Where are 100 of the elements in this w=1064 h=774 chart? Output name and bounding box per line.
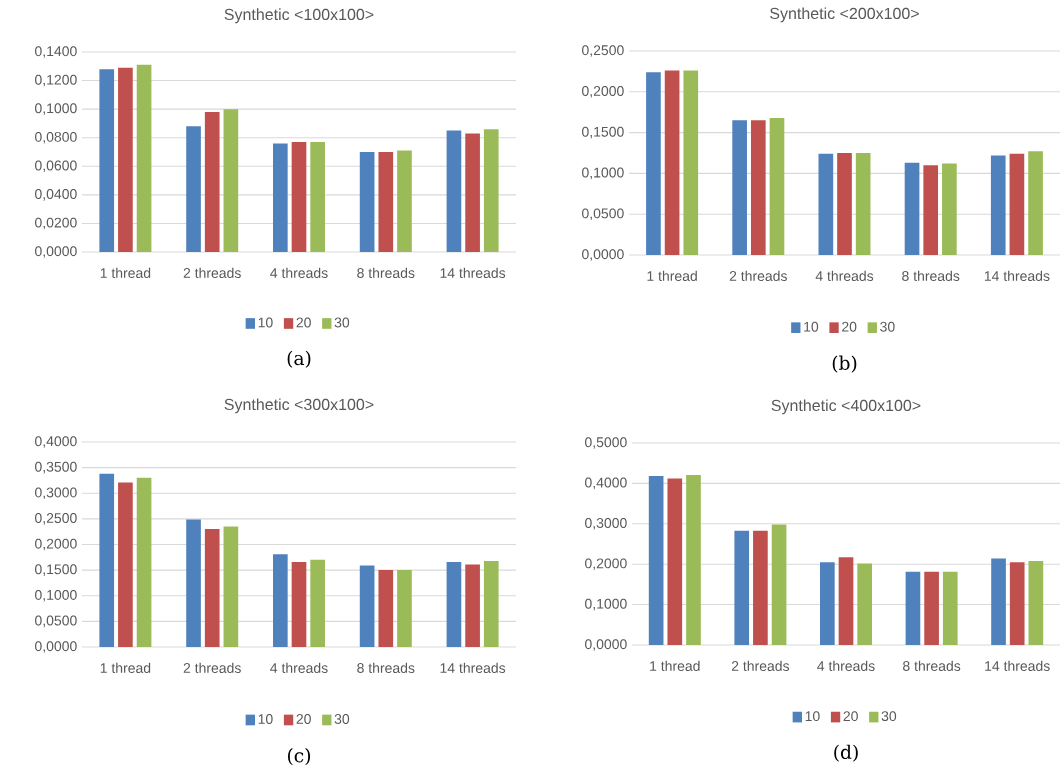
y-tick-label: 0,2000 xyxy=(585,558,627,570)
legend-label: 20 xyxy=(842,321,857,332)
bar xyxy=(118,482,133,647)
y-tick-label: 0,2500 xyxy=(35,513,77,525)
bar xyxy=(465,133,480,252)
y-tick-label: 0,5000 xyxy=(585,437,627,449)
chart-title: Synthetic <400x100> xyxy=(771,399,921,415)
bar xyxy=(664,70,680,255)
bar xyxy=(136,477,152,647)
bar xyxy=(273,554,288,647)
bar xyxy=(465,564,480,647)
bar xyxy=(359,565,375,647)
bar xyxy=(291,561,307,647)
bar xyxy=(378,151,394,252)
x-tick-label: 14 threads xyxy=(985,660,1050,672)
bar xyxy=(750,120,766,255)
legend-label: 10 xyxy=(258,714,273,725)
y-tick-label: 0,1000 xyxy=(35,589,77,602)
bar xyxy=(397,150,412,252)
y-tick-label: 0,2500 xyxy=(582,45,624,57)
y-tick-label: 0,1000 xyxy=(35,103,77,115)
y-tick-label: 0,1200 xyxy=(35,74,77,87)
bar xyxy=(923,165,939,255)
bar xyxy=(646,72,661,255)
bar xyxy=(771,524,787,645)
bar xyxy=(273,143,288,252)
bar xyxy=(223,109,239,252)
legend-label: 30 xyxy=(880,321,895,332)
bar xyxy=(686,474,701,645)
bar xyxy=(1009,153,1025,255)
bar xyxy=(990,155,1006,255)
bar xyxy=(186,126,201,252)
bar xyxy=(446,561,462,647)
x-tick-label: 4 threads xyxy=(270,267,328,279)
y-tick-label: 0,0500 xyxy=(582,208,624,220)
x-tick-label: 14 threads xyxy=(440,267,506,279)
y-tick-label: 0,0000 xyxy=(582,249,624,261)
x-tick-label: 4 threads xyxy=(270,662,328,674)
x-tick-label: 2 threads xyxy=(729,270,787,282)
x-tick-label: 2 threads xyxy=(183,267,241,279)
bar xyxy=(99,69,115,252)
bar xyxy=(378,570,394,647)
x-tick-label: 4 threads xyxy=(815,270,874,282)
legend-label: 10 xyxy=(804,321,819,332)
bar xyxy=(1009,562,1025,645)
y-tick-label: 0,0500 xyxy=(35,615,77,628)
bar xyxy=(359,151,375,252)
y-tick-label: 0,0000 xyxy=(35,246,77,258)
x-tick-label: 14 threads xyxy=(440,662,506,674)
bar xyxy=(118,67,133,252)
y-tick-label: 0,1500 xyxy=(582,126,624,139)
legend-label: 30 xyxy=(334,317,350,328)
legend-label: 20 xyxy=(296,714,311,725)
bar xyxy=(820,562,835,645)
chart-title: Synthetic <200x100> xyxy=(770,7,919,23)
bar xyxy=(734,530,750,645)
bar xyxy=(942,571,958,645)
bar xyxy=(855,152,871,255)
bar xyxy=(223,526,239,647)
x-tick-label: 8 threads xyxy=(903,660,961,672)
y-tick-label: 0,4000 xyxy=(35,436,77,448)
x-tick-label: 2 threads xyxy=(183,662,241,674)
bar xyxy=(483,129,499,252)
chart-title: Synthetic <100x100> xyxy=(224,8,374,24)
y-tick-label: 0,4000 xyxy=(585,477,627,490)
bar xyxy=(942,163,957,255)
bar xyxy=(683,70,699,255)
text: (c) xyxy=(287,748,311,766)
bar xyxy=(904,162,920,255)
x-tick-label: 1 thread xyxy=(650,660,700,672)
text: (d) xyxy=(834,744,858,762)
x-tick-label: 8 threads xyxy=(902,270,960,282)
bar xyxy=(1028,560,1044,645)
bar xyxy=(397,570,412,647)
x-tick-label: 1 thread xyxy=(100,662,151,674)
x-tick-label: 4 threads xyxy=(817,660,875,672)
bar xyxy=(818,153,834,255)
legend-label: 30 xyxy=(334,714,350,725)
y-tick-label: 0,1000 xyxy=(582,167,624,180)
bar xyxy=(991,558,1006,645)
y-tick-label: 0,1000 xyxy=(585,598,627,611)
y-tick-label: 0,3500 xyxy=(35,461,77,474)
bar xyxy=(204,529,220,647)
legend-label: 30 xyxy=(881,711,897,722)
bar xyxy=(905,571,921,645)
bar xyxy=(648,476,664,645)
y-tick-label: 0,0800 xyxy=(35,131,77,144)
bar xyxy=(99,473,115,647)
x-tick-label: 1 thread xyxy=(647,270,697,282)
bar xyxy=(837,152,852,255)
bar xyxy=(204,111,220,252)
legend-label: 20 xyxy=(843,711,858,722)
bar xyxy=(483,560,499,647)
y-tick-label: 0,0200 xyxy=(35,217,77,230)
y-tick-label: 0,1400 xyxy=(35,46,77,58)
y-tick-label: 0,1500 xyxy=(35,564,77,576)
x-tick-label: 1 thread xyxy=(100,267,151,279)
bar xyxy=(753,530,768,645)
bar xyxy=(769,117,785,255)
x-tick-label: 8 threads xyxy=(357,267,415,279)
